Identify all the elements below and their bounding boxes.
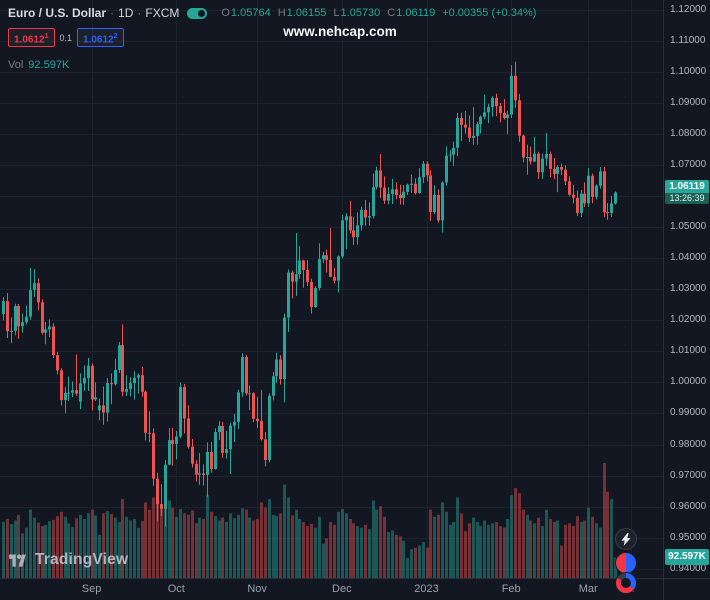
time-axis-label: Sep: [81, 583, 102, 595]
high-label: H: [277, 7, 286, 19]
close-value: 1.06119: [396, 7, 436, 19]
close-label: C: [387, 7, 396, 19]
volume-badge: 92.597K: [665, 548, 709, 565]
price-axis-label: 0.95000: [670, 531, 707, 543]
broker-panel-button[interactable]: [615, 572, 637, 594]
lightning-icon: [621, 532, 631, 546]
change-value: +0.00355 (+0.34%): [442, 7, 537, 19]
open-value: 1.05764: [230, 7, 271, 19]
price-axis-label: 0.97000: [670, 469, 707, 481]
price-axis-label: 1.00000: [670, 376, 707, 388]
price-axis-label: 0.94000: [670, 562, 707, 574]
separator-dot: ·: [137, 6, 142, 20]
price-axis-label: 0.99000: [670, 407, 707, 419]
bar-countdown: 13:26:39: [665, 193, 709, 205]
bid-ask-row: 1.06121 0.1 1.06122: [8, 28, 536, 48]
spread-value: 0.1: [59, 32, 73, 43]
symbol-title[interactable]: Euro / U.S. Dollar: [8, 6, 107, 20]
buy-price-sup: 2: [113, 33, 118, 40]
time-axis-label: Oct: [167, 583, 185, 595]
visibility-toggle[interactable]: [187, 7, 208, 19]
price-axis-label: 1.10000: [670, 66, 707, 78]
time-axis-label: 2023: [414, 583, 439, 595]
volume-label: Vol: [8, 59, 24, 72]
buy-sell-panel-button[interactable]: [615, 552, 637, 574]
price-axis-label: 1.11000: [670, 34, 706, 46]
tradingview-logo-text: TradingView: [35, 551, 129, 568]
price-axis-label: 1.04000: [670, 252, 707, 264]
price-axis-label: 1.07000: [670, 159, 707, 171]
price-axis-label: 1.05000: [670, 221, 707, 233]
exchange-label: FXCM: [145, 6, 180, 20]
low-value: 1.05730: [340, 7, 381, 19]
sell-price: 1.0612: [14, 34, 45, 46]
price-axis-label: 1.12000: [670, 3, 707, 15]
chart-pane[interactable]: www.nehcap.com Euro / U.S. Dollar · 1D ·…: [0, 0, 663, 594]
separator-dot: ·: [110, 6, 115, 20]
volume-row: Vol 92.597K: [8, 59, 536, 71]
sell-price-sup: 1: [44, 33, 49, 40]
watermark-text: www.nehcap.com: [283, 24, 397, 39]
last-price-value: 1.06119: [665, 180, 709, 194]
time-axis-label: Nov: [247, 583, 267, 595]
tradingview-logo[interactable]: TradingView: [8, 551, 128, 569]
axis-corner: [663, 578, 710, 600]
sell-button[interactable]: 1.06121: [8, 28, 55, 48]
high-value: 1.06155: [286, 7, 327, 19]
price-axis-label: 1.08000: [670, 128, 707, 140]
price-axis-label: 1.01000: [670, 345, 707, 357]
price-axis-label: 0.98000: [670, 438, 707, 450]
volume-value: 92.597K: [28, 59, 70, 72]
time-axis-label: Dec: [332, 583, 352, 595]
ohlc-readout: O 1.05764 H 1.06155 L 1.05730 C 1.06119 +0.0…: [221, 7, 536, 19]
timeframe-label[interactable]: 1D: [118, 6, 134, 20]
toggle-knob-icon: [198, 9, 206, 17]
price-axis[interactable]: 1.06119 13:26:39 92.597K 1.12000 1.11000 1…: [663, 0, 710, 578]
buy-button[interactable]: 1.06122: [77, 28, 124, 48]
time-axis-label: Mar: [578, 583, 598, 595]
price-axis-label: 1.03000: [670, 283, 707, 295]
price-axis-label: 1.09000: [670, 97, 707, 109]
buy-price: 1.0612: [83, 34, 114, 46]
time-axis-label: Feb: [501, 583, 521, 595]
legend-title-row: Euro / U.S. Dollar · 1D · FXCM O 1.05764 …: [8, 5, 536, 21]
price-axis-label: 0.96000: [670, 500, 707, 512]
time-axis[interactable]: SepOctNovDec2023FebMar27: [0, 578, 663, 600]
tradingview-logo-icon: [9, 554, 26, 567]
quick-trade-button[interactable]: [615, 528, 637, 550]
chart-legend: Euro / U.S. Dollar · 1D · FXCM O 1.05764 …: [8, 5, 536, 71]
open-label: O: [221, 7, 230, 19]
price-axis-label: 1.02000: [670, 314, 707, 326]
candlestick-chart-canvas[interactable]: [0, 0, 663, 578]
low-label: L: [333, 7, 340, 19]
last-price-badge: 1.06119 13:26:39: [665, 180, 709, 205]
